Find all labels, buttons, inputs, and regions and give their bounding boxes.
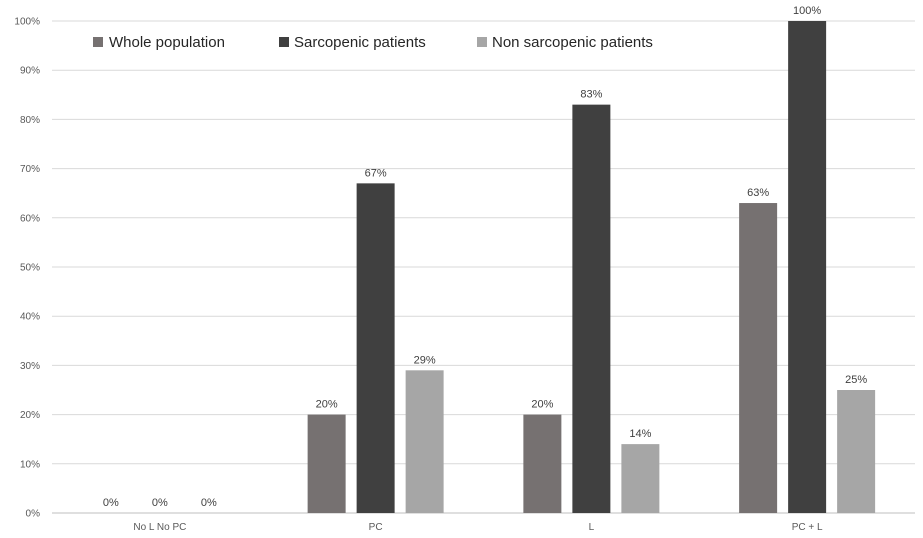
bar (523, 414, 562, 513)
y-tick-label: 70% (20, 164, 40, 175)
y-tick-label: 60% (20, 213, 40, 224)
bar (621, 444, 660, 513)
data-labels: 0% 0% 0% 20% 67% 29% 20% 83% 14% 63% 100% 25% (103, 5, 867, 509)
bar (405, 370, 444, 513)
legend-label-non-sarcopenic-patients: Non sarcopenic patients (492, 34, 653, 51)
legend-label-whole-population: Whole population (109, 34, 225, 51)
x-tick-label: L (589, 522, 595, 533)
data-label: 29% (414, 354, 436, 366)
data-label: 0% (103, 497, 119, 509)
x-tick-label: No L No PC (133, 522, 186, 533)
legend-swatch-sarcopenic-patients (279, 37, 289, 47)
bar (356, 183, 395, 514)
data-label: 14% (629, 428, 651, 440)
y-tick-label: 10% (20, 459, 40, 470)
bars (307, 21, 876, 514)
legend-swatch-non-sarcopenic-patients (477, 37, 487, 47)
y-tick-label: 100% (14, 17, 40, 28)
y-tick-label: 20% (20, 410, 40, 421)
data-label: 83% (580, 89, 602, 101)
gridlines (52, 20, 915, 514)
x-axis: No L No PC PC L PC + L (133, 522, 823, 533)
legend-label-sarcopenic-patients: Sarcopenic patients (294, 34, 426, 51)
bar (837, 390, 876, 513)
data-label: 63% (747, 187, 769, 199)
legend: Whole population Sarcopenic patients Non… (93, 34, 653, 51)
y-tick-label: 50% (20, 263, 40, 274)
y-tick-label: 40% (20, 312, 40, 323)
data-label: 100% (793, 5, 821, 17)
y-tick-label: 30% (20, 361, 40, 372)
x-tick-label: PC (369, 522, 383, 533)
y-tick-label: 90% (20, 66, 40, 77)
data-label: 67% (365, 167, 387, 179)
y-tick-label: 0% (26, 509, 41, 520)
data-label: 25% (845, 374, 867, 386)
data-label: 20% (316, 399, 338, 411)
legend-swatch-whole-population (93, 37, 103, 47)
bar (307, 414, 346, 513)
y-axis: 0% 10% 20% 30% 40% 50% 60% 70% 80% 90% 100% (14, 17, 40, 520)
bar (739, 203, 778, 514)
bar (572, 104, 611, 513)
data-label: 20% (531, 399, 553, 411)
data-label: 0% (152, 497, 168, 509)
y-tick-label: 80% (20, 115, 40, 126)
x-tick-label: PC + L (792, 522, 823, 533)
bar (788, 21, 827, 513)
data-label: 0% (201, 497, 217, 509)
